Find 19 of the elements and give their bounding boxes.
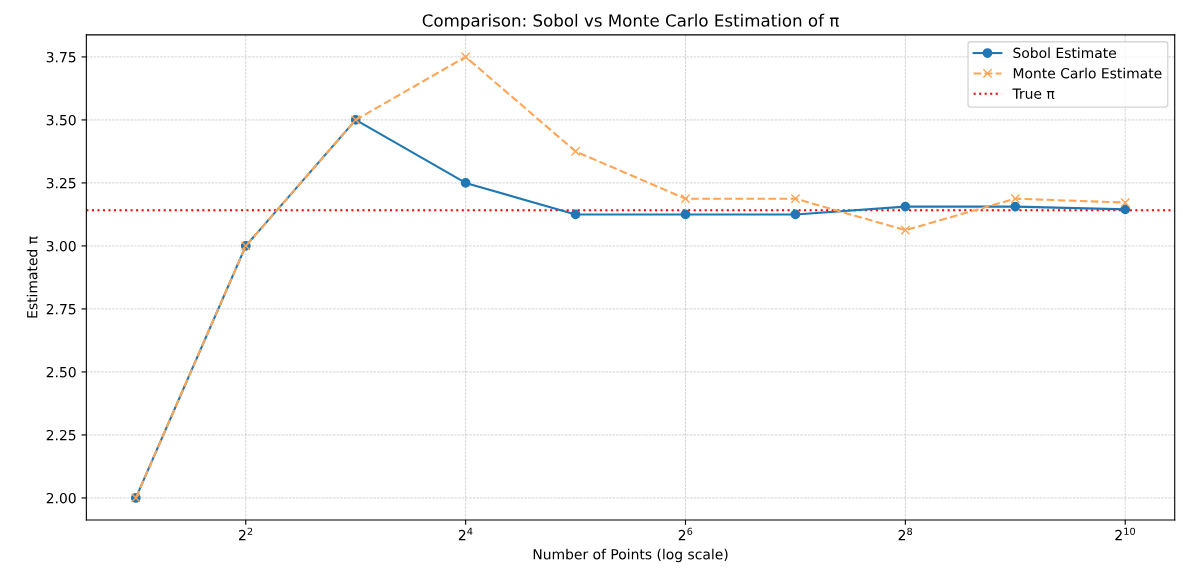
- x-tick-label: 2$^{10}$: [1115, 527, 1136, 541]
- legend-label: True π: [1012, 88, 1055, 99]
- y-tick-label: 2.50: [46, 366, 76, 378]
- y-tick-label: 3.50: [46, 114, 76, 126]
- y-tick-label: 2.25: [46, 429, 76, 441]
- x-axis-title: Number of Points (log scale): [533, 548, 728, 563]
- y-tick-label: 3.75: [46, 51, 76, 63]
- x-tick-label: 2$^{4}$: [458, 527, 473, 541]
- chart-title: Comparison: Sobol vs Monte Carlo Estimation of π: [422, 13, 839, 30]
- y-tick-label: 3.25: [46, 177, 76, 189]
- x-tick-label: 2$^{6}$: [678, 527, 693, 541]
- y-axis-title: Estimated π: [26, 236, 38, 318]
- x-tick-label: 2$^{8}$: [898, 527, 913, 541]
- legend-label: Monte Carlo Estimate: [1013, 67, 1162, 79]
- x-tick-label: 2$^{2}$: [239, 527, 253, 541]
- y-tick-label: 3.00: [46, 240, 76, 252]
- legend-label: Sobol Estimate: [1013, 47, 1116, 59]
- y-tick-label: 2.00: [46, 492, 76, 504]
- y-tick-label: 2.75: [46, 303, 76, 315]
